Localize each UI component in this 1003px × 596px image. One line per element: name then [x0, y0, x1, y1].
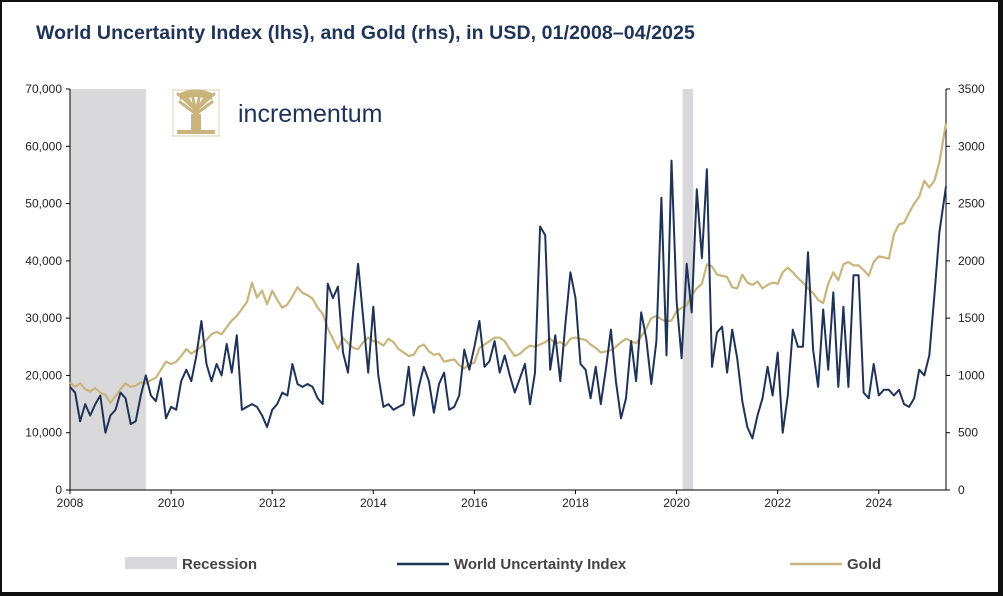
y-left-tick-label: 40,000	[25, 254, 62, 268]
y-right-tick-label: 500	[958, 426, 978, 440]
y-right-tick-label: 0	[958, 483, 965, 497]
y-left-tick-label: 60,000	[25, 139, 62, 153]
x-tick-label: 2022	[764, 496, 791, 510]
brand-name: incrementum	[238, 100, 383, 128]
legend-recession-swatch	[125, 557, 177, 569]
recession-layer	[70, 89, 694, 490]
chart-title: World Uncertainty Index (lhs), and Gold …	[36, 22, 695, 44]
legend-wui-label: World Uncertainty Index	[454, 556, 627, 573]
y-left-tick-label: 70,000	[25, 82, 62, 96]
tree-logo-icon	[172, 89, 220, 137]
x-tick-label: 2018	[562, 496, 589, 510]
recession-band-1	[682, 89, 694, 490]
x-tick-label: 2014	[360, 496, 387, 510]
legend: Recession World Uncertainty Index Gold	[125, 556, 881, 573]
x-tick-label: 2020	[663, 496, 690, 510]
y-right-tick-label: 3500	[958, 82, 985, 96]
recession-band-0	[70, 89, 146, 490]
x-tick-label: 2024	[865, 496, 892, 510]
brand-logo: incrementum	[172, 89, 383, 137]
y-right-tick-label: 1000	[958, 368, 985, 382]
y-left-tick-label: 20,000	[25, 368, 62, 382]
series-layer	[69, 123, 948, 440]
y-left-tick-label: 10,000	[25, 426, 62, 440]
y-right-tick-label: 2500	[958, 197, 985, 211]
y-left-tick-label: 50,000	[25, 197, 62, 211]
y-left-tick-label: 0	[55, 483, 62, 497]
series-line-gold	[69, 123, 948, 404]
y-right-tick-label: 3000	[958, 139, 985, 153]
legend-recession-label: Recession	[182, 556, 257, 573]
x-tick-label: 2012	[259, 496, 286, 510]
legend-gold-label: Gold	[847, 556, 881, 573]
series-line-world-uncertainty-index	[69, 159, 947, 440]
x-tick-label: 2016	[461, 496, 488, 510]
axes: 0 10,000 20,000 30,000 40,000 50,000 60,000 70,…	[25, 82, 985, 510]
x-tick-label: 2008	[57, 496, 84, 510]
y-left-tick-label: 30,000	[25, 311, 62, 325]
x-tick-label: 2010	[158, 496, 185, 510]
y-right-tick-label: 2000	[958, 254, 985, 268]
y-right-tick-label: 1500	[958, 311, 985, 325]
